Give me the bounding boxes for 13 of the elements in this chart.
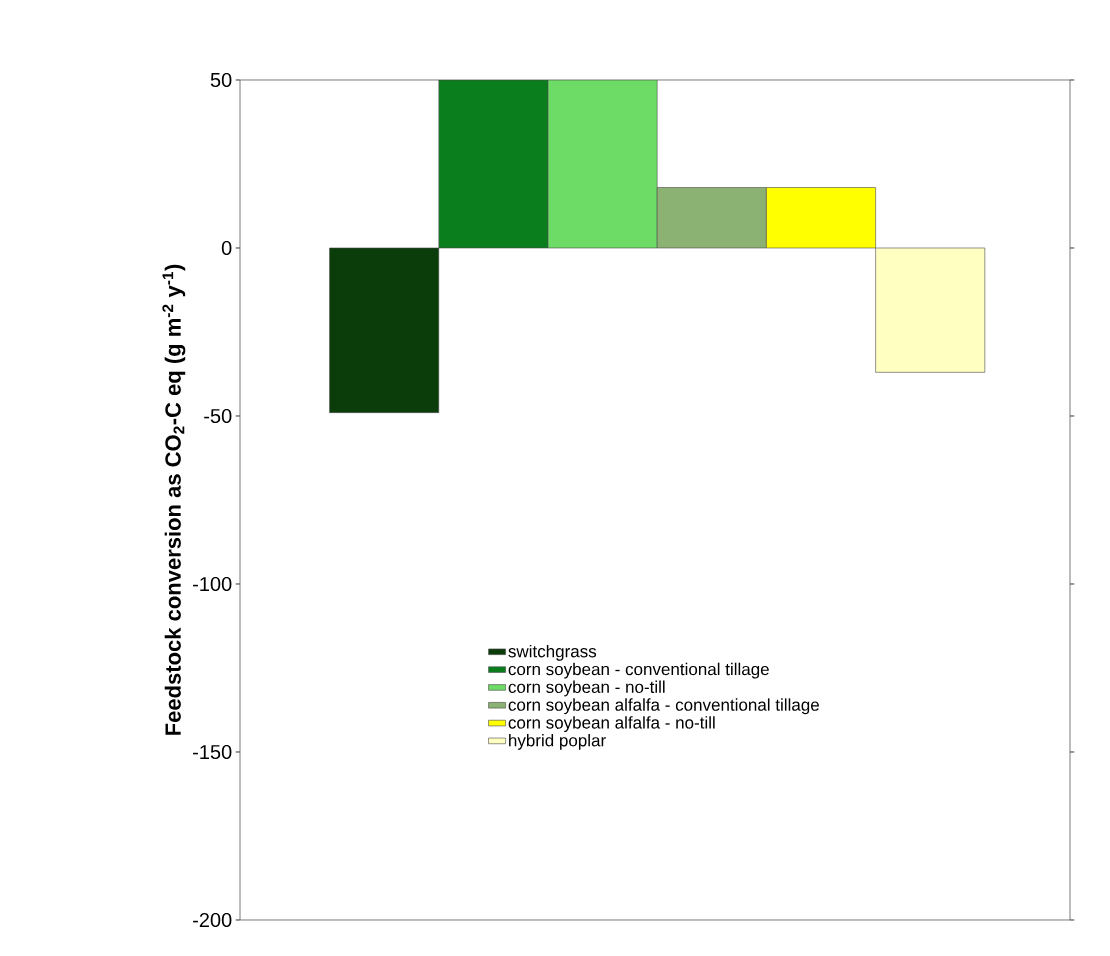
- y-axis-title: Feedstock conversion as CO$_{2}$-C eq (g m$^{-2}$ y$^{-1}$): [162, 264, 186, 735]
- y-tick-label: -150: [193, 744, 232, 760]
- y-tick-label: -50: [204, 408, 232, 424]
- legend-label: corn soybean alfalfa - no-till: [508, 716, 715, 733]
- y-tick-label: 0: [221, 240, 232, 256]
- legend-label: switchgrass: [508, 644, 597, 661]
- y-tick-label: 50: [210, 72, 232, 88]
- legend-label: corn soybean - conventional tillage: [508, 662, 769, 679]
- y-tick-label: -200: [193, 912, 232, 928]
- legend-label: corn soybean - no-till: [508, 680, 665, 697]
- legend-label: corn soybean alfalfa - conventional tillage: [508, 698, 819, 715]
- y-tick-label: -100: [193, 576, 232, 592]
- legend-label: hybrid poplar: [509, 733, 606, 750]
